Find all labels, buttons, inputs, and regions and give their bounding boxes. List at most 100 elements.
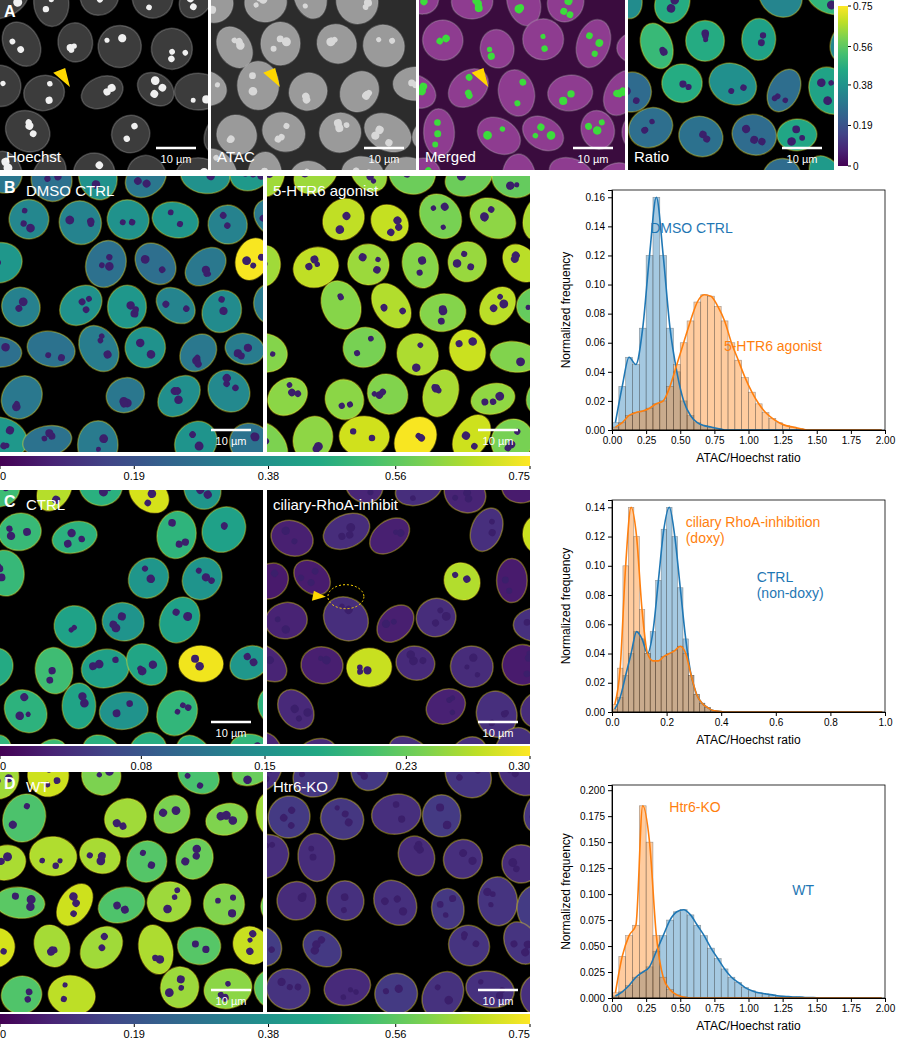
nucleus	[28, 835, 79, 878]
nucleus	[371, 969, 421, 1012]
nucleus-body	[250, 677, 263, 734]
image-label: ciliary-RhoA-inhibit	[273, 496, 399, 513]
chromocenter	[12, 892, 20, 900]
chromocenter	[195, 490, 206, 495]
tick-label: 0.14	[586, 502, 606, 513]
scale-bar	[211, 721, 251, 724]
nucleus	[332, 64, 386, 120]
chromocenter	[257, 253, 263, 262]
nucleus-body	[0, 548, 27, 598]
tick-label: 0.16	[586, 192, 606, 203]
chromocenter	[592, 125, 602, 135]
nucleus-body	[126, 0, 179, 24]
chromocenter	[478, 979, 484, 985]
chromocenter	[369, 435, 376, 442]
chromocenter	[112, 901, 122, 911]
plot-area	[612, 507, 882, 712]
chromocenter	[168, 48, 176, 56]
tick-label: 0.6	[769, 717, 783, 728]
nucleus	[79, 235, 132, 293]
chromocenter	[335, 123, 344, 132]
chromocenter	[749, 135, 759, 145]
nucleus-body	[287, 730, 345, 744]
image	[267, 490, 530, 744]
chromocenter	[171, 607, 181, 617]
scale-bar	[573, 147, 613, 150]
nucleus-body	[270, 683, 321, 737]
nucleus	[358, 106, 416, 160]
tick-label: 0.02	[586, 677, 606, 688]
chromocenter	[143, 498, 152, 507]
tick-label: 0.125	[580, 863, 605, 874]
tick: 0.14	[586, 502, 612, 513]
histogram-bar	[667, 507, 672, 712]
nucleus-body	[741, 18, 776, 61]
tick-mark	[608, 842, 612, 843]
nucleus-body	[414, 964, 472, 1012]
chromocenter	[338, 402, 346, 410]
plot-frame	[612, 785, 885, 998]
nucleus-body	[179, 645, 224, 682]
chromocenter	[360, 772, 368, 780]
nucleus	[296, 923, 349, 975]
nucleus	[193, 498, 254, 561]
chromocenter	[758, 39, 765, 46]
chromocenter	[25, 223, 36, 234]
tick: 0.100	[580, 889, 612, 900]
tick-label: 1.00	[739, 1003, 759, 1014]
nucleus	[628, 0, 648, 23]
nucleus-body	[462, 190, 523, 247]
chromocenter	[267, 576, 268, 585]
nucleus	[0, 280, 48, 334]
chromocenter	[409, 495, 416, 502]
colorbar: 00.190.380.560.75	[0, 456, 530, 482]
chromocenter	[206, 176, 215, 181]
tick: 0.00	[603, 430, 623, 446]
chromocenter	[434, 130, 441, 137]
nucleus-body	[0, 176, 28, 199]
chromocenter	[19, 692, 30, 703]
chromocenter	[347, 987, 353, 993]
nucleus-body	[0, 972, 46, 1012]
chromocenter	[702, 134, 711, 143]
chromocenter	[480, 214, 489, 223]
y-axis-title: Normalized frequency	[559, 548, 573, 665]
nucleus-body	[516, 109, 569, 158]
chromocenter	[481, 398, 489, 406]
chromocenter	[267, 856, 268, 867]
chromocenter	[467, 336, 478, 347]
tick: 2.00	[876, 430, 896, 446]
chromocenter	[509, 939, 518, 948]
tick-label: 0.150	[580, 837, 605, 848]
nucleus-body	[337, 321, 391, 373]
nucleus-body	[0, 840, 30, 885]
chromocenter	[249, 72, 256, 79]
chromocenter	[297, 573, 306, 582]
chromocenter	[196, 781, 204, 789]
chromocenter	[483, 887, 492, 896]
chromocenter	[295, 714, 303, 722]
scale-bar	[211, 429, 251, 432]
tick-label: 0.0	[606, 717, 620, 728]
chromocenter	[136, 665, 148, 677]
tick-mark	[608, 401, 612, 402]
chromocenter	[24, 711, 31, 718]
chromocenter	[220, 521, 229, 530]
nucleus-body	[371, 969, 421, 1012]
tick-mark	[646, 998, 647, 1002]
chromocenter	[2, 490, 10, 492]
density-line	[615, 197, 881, 430]
nucleus-body	[28, 920, 76, 972]
tick: 0.08	[586, 308, 612, 319]
chromocenter	[235, 40, 247, 52]
nucleus	[118, 320, 172, 374]
nucleus-body	[393, 66, 416, 101]
nucleus	[821, 10, 834, 72]
nucleus	[347, 772, 392, 794]
tick-label: 2.00	[876, 435, 896, 446]
nucleus	[98, 792, 152, 844]
chromocenter	[464, 88, 473, 97]
colorbar: 00.190.380.560.75	[0, 1014, 530, 1040]
nucleus-body	[501, 153, 538, 170]
histogram-bar	[680, 343, 687, 430]
